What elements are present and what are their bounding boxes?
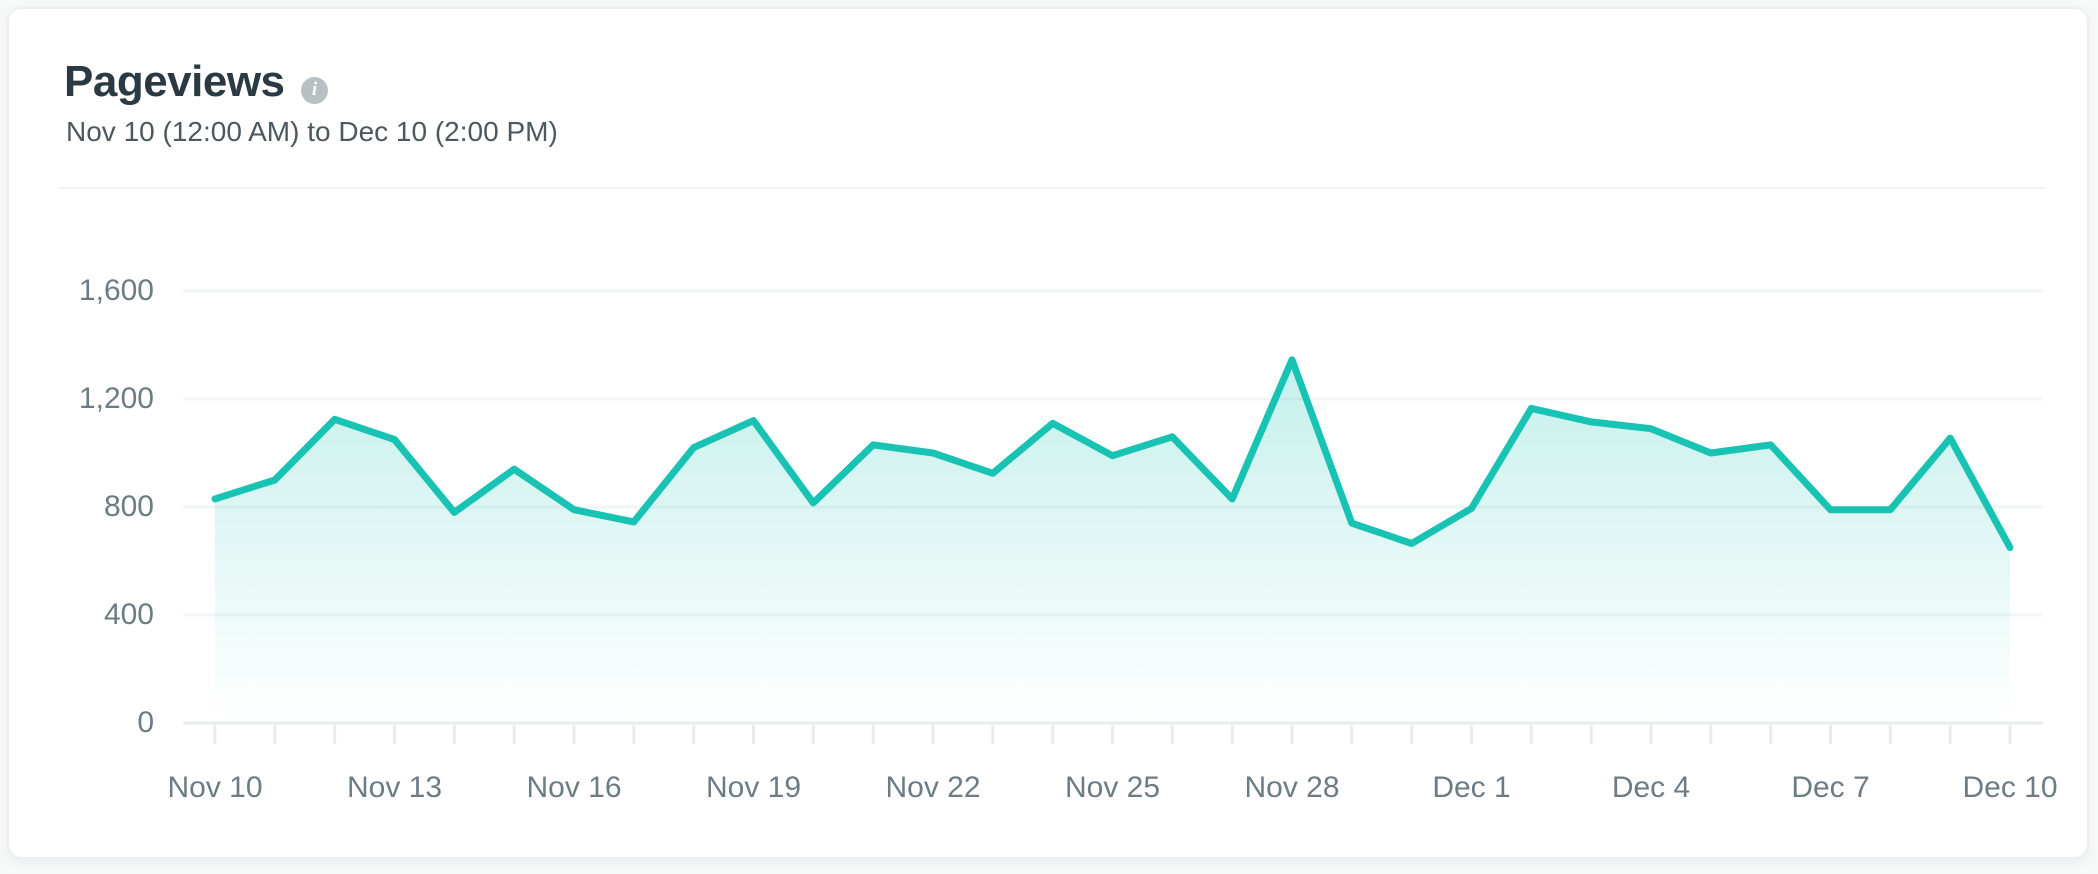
y-axis-label: 400 xyxy=(103,598,154,631)
x-axis-label: Dec 4 xyxy=(1611,771,1691,804)
chart-title: Pageviews xyxy=(64,57,285,106)
header-divider xyxy=(59,187,2045,189)
y-axis-label: 800 xyxy=(103,490,154,523)
x-axis-label: Nov 22 xyxy=(885,771,981,804)
info-icon-glyph: i xyxy=(311,79,318,100)
y-axis-label: 1,600 xyxy=(78,274,154,307)
x-axis-label: Nov 16 xyxy=(526,771,622,804)
x-axis-label: Nov 28 xyxy=(1244,771,1340,804)
x-axis-label: Nov 25 xyxy=(1064,771,1161,804)
y-axis-label: 0 xyxy=(137,706,154,739)
area-fill xyxy=(215,359,2010,723)
x-axis-label: Nov 19 xyxy=(705,771,802,804)
y-axis-label: 1,200 xyxy=(78,382,154,415)
x-axis-label: Nov 13 xyxy=(346,771,443,804)
date-range-subtitle: Nov 10 (12:00 AM) to Dec 10 (2:00 PM) xyxy=(66,116,558,147)
x-axis-label: Dec 1 xyxy=(1432,771,1511,804)
x-axis-label: Nov 10 xyxy=(167,771,263,804)
info-icon[interactable]: i xyxy=(301,77,328,104)
data-line xyxy=(211,356,2014,551)
x-axis-label: Dec 7 xyxy=(1791,771,1870,804)
x-axis-label: Dec 10 xyxy=(1962,771,2058,804)
